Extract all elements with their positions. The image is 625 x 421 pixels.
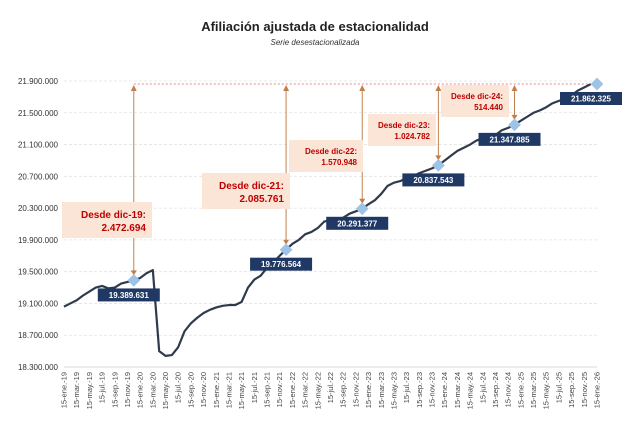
arrow-head-down (511, 114, 518, 120)
annotation-value: 2.472.694 (102, 223, 147, 234)
x-tick-label: 15-mar.-24 (453, 372, 462, 408)
value-label-box (478, 132, 541, 146)
x-tick-label: 15-ene.-22 (288, 372, 297, 408)
x-tick-label: 15-may.-19 (85, 372, 94, 409)
value-label: 21.347.885 (489, 135, 530, 144)
arrow-head-up (283, 84, 290, 91)
x-tick-label: 15-jul.-22 (326, 372, 335, 403)
x-tick-label: 15-mar.-21 (224, 372, 233, 408)
annotation-box (202, 173, 290, 209)
x-tick-label: 15-sep.-21 (263, 372, 272, 408)
y-tick-label: 18.300.000 (18, 363, 59, 372)
annotation-title: Desde dic-24: (451, 92, 503, 101)
annotation-box (289, 140, 363, 172)
annotation-box (62, 202, 152, 238)
value-label: 21.862.325 (571, 94, 612, 103)
value-label-box (97, 288, 160, 302)
annotation-value: 1.570.948 (321, 158, 357, 167)
value-label-box (250, 257, 313, 271)
data-marker (508, 118, 521, 132)
x-tick-label: 15-mar.-22 (301, 372, 310, 408)
y-tick-label: 19.100.000 (18, 299, 59, 308)
x-tick-label: 15-nov.-23 (428, 372, 437, 407)
data-marker (432, 159, 445, 172)
x-tick-label: 15-may.-23 (389, 372, 398, 409)
x-tick-label: 15-nov.-24 (504, 372, 513, 407)
data-marker (590, 77, 604, 91)
arrow-head-up (435, 84, 442, 91)
arrow-head-up (130, 84, 137, 91)
arrow-head-down (359, 198, 366, 204)
x-tick-label: 15-mar.-23 (377, 372, 386, 408)
x-tick-label: 15-nov.-25 (580, 372, 589, 407)
x-tick-label: 15-nov.-21 (275, 372, 284, 407)
x-tick-label: 15-mar.-19 (72, 372, 81, 408)
x-tick-label: 15-may.-21 (237, 372, 246, 409)
x-tick-label: 15-nov.-22 (351, 372, 360, 407)
x-tick-label: 15-sep.-24 (491, 372, 500, 408)
chart-subtitle: Serie desestacionalizada (271, 38, 360, 47)
x-tick-label: 15-jul.-25 (554, 372, 563, 403)
annotation-value: 514.440 (474, 103, 503, 112)
annotation-title: Desde dic-23: (378, 121, 430, 130)
annotation-box (368, 114, 436, 146)
value-label-box (560, 91, 622, 105)
arrow-head-down (130, 270, 137, 276)
x-tick-label: 15-sep.-23 (415, 372, 424, 408)
y-tick-label: 21.900.000 (18, 77, 59, 86)
x-tick-label: 15-mar.-25 (529, 372, 538, 408)
x-tick-label: 15-jul.-19 (98, 372, 107, 403)
x-tick-label: 15-ene.-26 (593, 372, 602, 408)
y-tick-label: 19.500.000 (18, 268, 59, 277)
x-tick-label: 15-ene.-25 (516, 372, 525, 408)
x-tick-label: 15-may.-25 (542, 372, 551, 409)
chart-title: Afiliación ajustada de estacionalidad (201, 19, 429, 34)
x-tick-label: 15-ene.-23 (364, 372, 373, 408)
x-tick-label: 15-sep.-25 (567, 372, 576, 408)
x-tick-label: 15-nov.-20 (199, 372, 208, 407)
arrow-head-down (435, 155, 442, 161)
y-tick-label: 21.500.000 (18, 109, 59, 118)
value-label: 19.389.631 (109, 291, 150, 300)
value-label: 19.776.564 (261, 260, 302, 269)
x-tick-label: 15-ene.-24 (440, 372, 449, 408)
x-tick-label: 15-may.-24 (466, 372, 475, 409)
data-marker (279, 243, 293, 257)
y-tick-label: 21.100.000 (18, 141, 59, 150)
y-tick-label: 20.300.000 (18, 204, 59, 213)
x-tick-label: 15-mar.-20 (148, 372, 157, 408)
annotation-title: Desde dic-19: (81, 210, 146, 221)
arrow-head-up (511, 84, 518, 91)
x-tick-label: 15-ene.-21 (212, 372, 221, 408)
x-tick-label: 15-may.-20 (161, 372, 170, 409)
data-marker (355, 202, 369, 216)
y-tick-label: 18.700.000 (18, 331, 59, 340)
x-tick-label: 15-sep.-19 (110, 372, 119, 408)
annotation-box (441, 85, 509, 117)
x-tick-label: 15-may.-22 (313, 372, 322, 409)
data-marker (127, 274, 141, 287)
value-label-box (326, 216, 389, 230)
y-tick-label: 19.900.000 (18, 236, 59, 245)
value-label: 20.291.377 (337, 219, 378, 228)
arrow-head-up (359, 84, 366, 91)
value-label: 20.837.543 (413, 176, 454, 185)
annotation-value: 1.024.782 (394, 132, 430, 141)
annotation-title: Desde dic-22: (305, 147, 357, 156)
x-tick-label: 15-sep.-20 (186, 372, 195, 408)
x-tick-label: 15-ene.-20 (136, 372, 145, 408)
value-label-box (402, 173, 465, 187)
x-tick-label: 15-jul.-20 (174, 372, 183, 403)
x-tick-label: 15-jul.-23 (402, 372, 411, 403)
x-tick-label: 15-jul.-21 (250, 372, 259, 403)
arrow-head-down (283, 239, 290, 245)
x-tick-label: 15-sep.-22 (339, 372, 348, 408)
x-tick-label: 15-jul.-24 (478, 372, 487, 403)
x-tick-label: 15-nov.-19 (123, 372, 132, 407)
x-tick-label: 15-ene.-19 (60, 372, 69, 408)
y-tick-label: 20.700.000 (18, 172, 59, 181)
annotation-title: Desde dic-21: (219, 181, 284, 192)
annotation-value: 2.085.761 (240, 194, 285, 205)
